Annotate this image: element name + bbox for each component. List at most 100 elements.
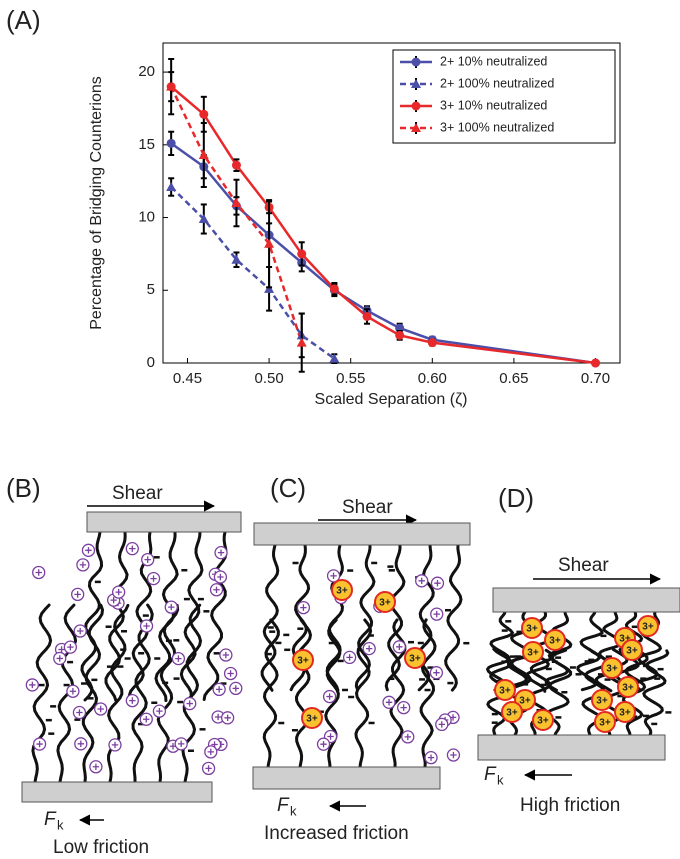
plus-sign <box>129 545 136 552</box>
force-subscript: k <box>57 817 64 832</box>
trivalent-ion <box>614 701 636 723</box>
ion-label: 3+ <box>379 598 391 609</box>
marker <box>166 81 177 91</box>
marker <box>166 138 176 148</box>
polymer-chain <box>179 530 204 702</box>
marker <box>199 109 209 119</box>
marker <box>329 284 339 294</box>
ion-label: 3+ <box>619 708 631 719</box>
friction-label: Increased friction <box>264 823 409 844</box>
force-symbol: F <box>44 809 57 830</box>
trivalent-ion <box>301 707 323 729</box>
ion-label: 3+ <box>537 716 549 727</box>
force-subscript: k <box>497 772 504 787</box>
plus-sign <box>129 697 136 704</box>
plus-sign <box>77 740 84 748</box>
polymer-chain <box>202 530 228 701</box>
trivalent-ion <box>501 701 523 723</box>
plus-sign <box>385 699 393 706</box>
trivalent-ion <box>621 639 643 661</box>
plus-sign <box>67 643 74 651</box>
marker <box>427 338 437 348</box>
plus-sign <box>434 579 441 587</box>
marker <box>591 358 601 368</box>
plus-sign <box>69 688 77 695</box>
plus-sign <box>56 655 63 662</box>
plus-sign <box>205 765 212 772</box>
shear-label: Shear <box>112 483 163 504</box>
polymer-chain <box>131 603 154 784</box>
x-tick-label: 0.60 <box>418 370 447 387</box>
plus-sign <box>326 693 333 700</box>
plate <box>252 766 441 790</box>
force-subscript: k <box>290 803 297 818</box>
x-tick-label: 0.55 <box>336 370 365 387</box>
plus-sign <box>404 733 411 741</box>
polymer-chain <box>156 603 180 784</box>
plus-sign <box>58 646 65 653</box>
panel-label: (C) <box>270 473 306 503</box>
trivalent-ion <box>591 689 613 711</box>
polymer-chain <box>384 543 406 692</box>
ion-label: 3+ <box>297 656 309 667</box>
plus-sign <box>177 740 185 748</box>
brush-d: 3+3+3+3+3+3+3+3+3+3+3+3+3+3+3+ <box>485 610 672 737</box>
trivalent-ion <box>331 579 353 601</box>
plus-sign <box>217 549 225 556</box>
polymer-chain <box>642 649 670 737</box>
marker <box>411 79 421 88</box>
shear-label: Shear <box>558 555 609 576</box>
plus-sign <box>143 622 150 630</box>
ion-label: 3+ <box>336 586 348 597</box>
polymer-chain <box>262 618 280 769</box>
plus-sign <box>433 610 440 618</box>
panel-label: (A) <box>6 5 41 35</box>
plus-sign <box>97 705 104 713</box>
plus-sign <box>300 604 307 611</box>
ion-label: 3+ <box>526 624 538 635</box>
ion-label: 3+ <box>306 714 318 725</box>
brush-b <box>25 530 243 784</box>
trivalent-ion <box>637 615 659 637</box>
plus-sign <box>35 569 42 576</box>
ion-label: 3+ <box>409 654 421 665</box>
marker <box>411 57 421 67</box>
plus-sign <box>438 721 445 728</box>
polymer-chain <box>107 603 130 784</box>
trivalent-ion <box>544 629 566 651</box>
plate <box>86 511 242 533</box>
ion-label: 3+ <box>606 664 618 675</box>
marker <box>231 254 242 264</box>
plus-sign <box>213 586 220 593</box>
plus-sign <box>214 713 222 721</box>
ion-label: 3+ <box>596 696 608 707</box>
x-tick-label: 0.70 <box>581 370 610 387</box>
plate <box>253 522 471 546</box>
plus-sign <box>433 669 440 676</box>
plus-sign <box>76 709 83 716</box>
ion-label: 3+ <box>642 622 654 633</box>
polymer-chain <box>260 543 280 692</box>
plus-sign <box>215 686 223 693</box>
polymer-chain <box>444 543 463 692</box>
plate <box>477 734 666 761</box>
plot: 0 5 10 15 20 0.45 0.50 0.55 0.60 0.65 0.70 <box>138 58 610 387</box>
marker <box>231 198 242 207</box>
ion-label: 3+ <box>622 683 634 694</box>
plus-sign <box>320 740 327 748</box>
trivalent-ion <box>374 591 396 613</box>
polymer-chain <box>545 648 573 737</box>
plus-sign <box>346 654 353 661</box>
marker <box>198 214 209 223</box>
plus-sign <box>150 575 157 582</box>
polymer-chain <box>594 610 623 693</box>
plate <box>21 781 213 803</box>
y-tick-label: 10 <box>138 209 155 226</box>
ion-label: 3+ <box>519 696 531 707</box>
polymer-chain <box>80 530 104 702</box>
ion-label: 3+ <box>549 636 561 647</box>
polymer-chain <box>81 603 105 784</box>
y-tick-label: 15 <box>138 136 155 153</box>
trivalent-ion <box>521 617 543 639</box>
